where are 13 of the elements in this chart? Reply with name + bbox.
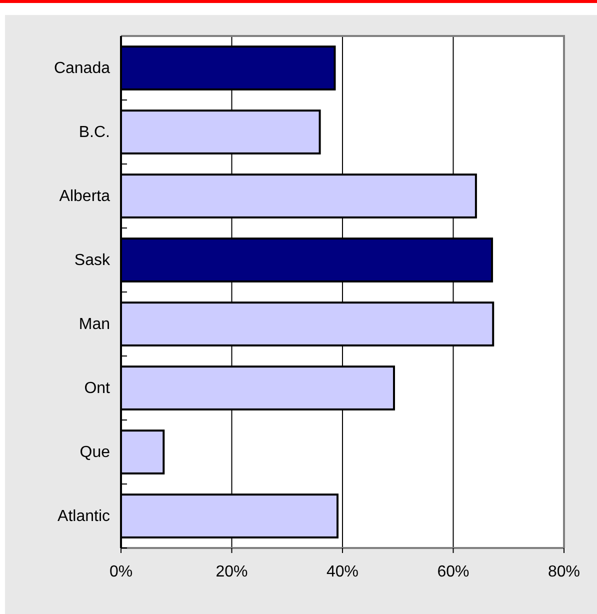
y-tick-label: Canada <box>54 60 110 78</box>
x-tick-label: 0% <box>109 563 133 580</box>
x-tick-label: 40% <box>326 563 359 580</box>
y-tick-label: Man <box>78 316 110 334</box>
x-tick-label: 20% <box>216 563 248 580</box>
y-tick-label: Ont <box>84 380 111 398</box>
x-tick-label: 60% <box>437 563 470 580</box>
y-tick-label: Que <box>80 444 110 462</box>
y-tick-label: B.C. <box>78 124 110 142</box>
y-tick-label: Alberta <box>59 188 110 206</box>
y-tick-label: Atlantic <box>58 508 110 526</box>
x-tick-label: 80% <box>548 563 580 580</box>
y-tick-label: Sask <box>74 252 111 270</box>
